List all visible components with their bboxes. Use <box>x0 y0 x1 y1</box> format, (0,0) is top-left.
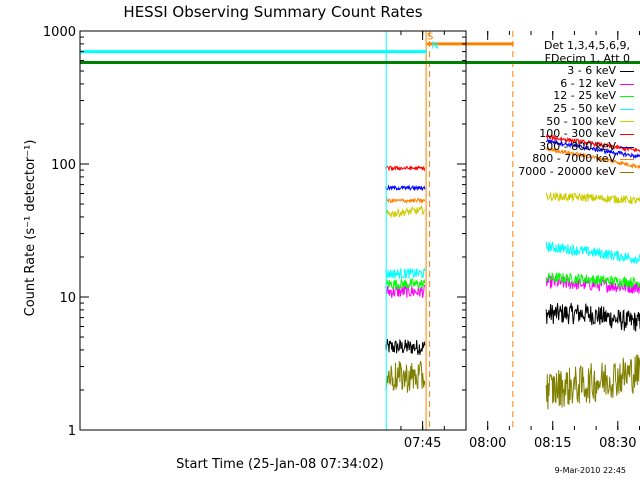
legend-swatch <box>620 121 634 123</box>
legend-entry: 800 - 7000 keV <box>486 153 634 166</box>
y-tick-label: 1 <box>68 424 76 439</box>
y-axis-label: Count Rate (s⁻¹ detector⁻¹) <box>23 140 38 317</box>
legend-swatch <box>620 133 634 135</box>
chart-title: HESSI Observing Summary Count Rates <box>123 3 422 21</box>
series-2 <box>385 272 640 291</box>
plot-frame <box>79 30 467 431</box>
series-line <box>385 278 426 291</box>
legend-entry: 6 - 12 keV <box>486 76 634 91</box>
legend-swatch <box>620 70 634 72</box>
legend-entry: 7000 - 20000 keV <box>486 164 634 179</box>
series-line <box>545 191 640 205</box>
x-axis-label: Start Time (25-Jan-08 07:34:02) <box>176 457 384 472</box>
legend-entry: 50 - 100 keV <box>486 114 634 129</box>
legend-entry-label: 300 - 800 keV <box>539 139 616 153</box>
x-tick-label: 08:30 <box>599 436 636 451</box>
legend-entry-label: 6 - 12 keV <box>560 76 616 90</box>
legend-entry-label: 25 - 50 keV <box>553 101 616 115</box>
legend-swatch <box>620 96 634 98</box>
series-line <box>545 302 640 332</box>
series-7 <box>385 145 640 205</box>
legend-entry: 300 - 800 keV <box>486 139 634 154</box>
chart-legend: Det 1,3,4,5,6,9, FDecim 1, Att 0 3 - 6 k… <box>486 39 634 179</box>
legend-entry-label: 100 - 300 keV <box>539 127 616 141</box>
legend-rows: 3 - 6 keV 6 - 12 keV 12 - 25 keV 25 - 50 ke… <box>486 65 634 178</box>
series-line <box>385 266 426 280</box>
legend-entry-label: 7000 - 20000 keV <box>518 164 616 178</box>
series-line <box>545 145 640 170</box>
series-6 <box>385 138 640 192</box>
legend-swatch <box>620 83 634 85</box>
legend-entry: 100 - 300 keV <box>486 128 634 141</box>
series-8 <box>385 354 640 410</box>
x-tick-label: 08:00 <box>469 436 506 451</box>
series-line <box>385 205 425 219</box>
footer-timestamp: 9-Mar-2010 22:45 <box>554 466 626 475</box>
series-line <box>385 165 426 172</box>
flag-layer: SNRD4RDD <box>80 31 640 430</box>
legend-entry: 25 - 50 keV <box>486 101 634 116</box>
legend-entry-label: 50 - 100 keV <box>546 114 616 128</box>
legend-entry: 3 - 6 keV <box>486 65 634 78</box>
legend-entry-label: 12 - 25 keV <box>553 89 616 103</box>
series-line <box>385 338 426 356</box>
series-line <box>545 134 640 153</box>
x-tick-label: 07:45 <box>404 436 441 451</box>
series-line <box>385 184 426 192</box>
series-4 <box>385 191 640 219</box>
series-line <box>546 138 640 160</box>
legend-entry: 12 - 25 keV <box>486 90 634 103</box>
legend-swatch <box>620 146 634 148</box>
x-tick-label: 08:15 <box>534 436 571 451</box>
series-line <box>545 354 640 410</box>
series-line <box>385 360 426 393</box>
legend-swatch <box>620 171 634 173</box>
y-tick-label: 1000 <box>43 25 76 40</box>
legend-header-line-2: FDecim 1, Att 0 <box>544 51 630 65</box>
series-line <box>545 241 640 264</box>
series-layer <box>385 134 640 410</box>
legend-swatch <box>620 159 634 161</box>
y-tick-label: 10 <box>59 291 76 306</box>
flag-label: S <box>427 31 433 42</box>
series-0 <box>385 302 640 356</box>
y-tick-label: 100 <box>51 158 76 173</box>
series-line <box>545 272 640 288</box>
legend-entry-label: 3 - 6 keV <box>567 64 616 78</box>
series-line <box>385 197 426 205</box>
series-3 <box>385 241 640 280</box>
legend-entry-label: 800 - 7000 keV <box>532 152 616 166</box>
series-5 <box>385 134 640 172</box>
legend-header-line-1: Det 1,3,4,5,6,9, <box>543 39 630 52</box>
legend-swatch <box>620 108 634 110</box>
flag-label: N <box>431 41 438 52</box>
